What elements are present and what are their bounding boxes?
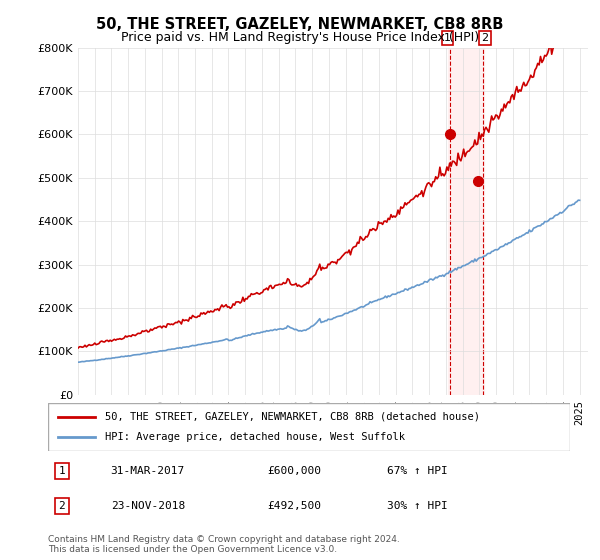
Text: 50, THE STREET, GAZELEY, NEWMARKET, CB8 8RB: 50, THE STREET, GAZELEY, NEWMARKET, CB8 … [97,17,503,32]
Text: 2: 2 [58,501,65,511]
Text: £492,500: £492,500 [267,501,321,511]
Text: Contains HM Land Registry data © Crown copyright and database right 2024.
This d: Contains HM Land Registry data © Crown c… [48,535,400,554]
Text: 50, THE STREET, GAZELEY, NEWMARKET, CB8 8RB (detached house): 50, THE STREET, GAZELEY, NEWMARKET, CB8 … [106,412,481,422]
Text: 2: 2 [482,33,489,43]
Text: 67% ↑ HPI: 67% ↑ HPI [388,466,448,476]
Text: 1: 1 [58,466,65,476]
Text: 1: 1 [444,33,451,43]
Bar [448,48,484,395]
Text: £600,000: £600,000 [267,466,321,476]
Text: 23-NOV-2018: 23-NOV-2018 [110,501,185,511]
Text: Price paid vs. HM Land Registry's House Price Index (HPI): Price paid vs. HM Land Registry's House … [121,31,479,44]
FancyBboxPatch shape [48,403,570,451]
Text: 30% ↑ HPI: 30% ↑ HPI [388,501,448,511]
Text: HPI: Average price, detached house, West Suffolk: HPI: Average price, detached house, West… [106,432,406,442]
Text: 31-MAR-2017: 31-MAR-2017 [110,466,185,476]
